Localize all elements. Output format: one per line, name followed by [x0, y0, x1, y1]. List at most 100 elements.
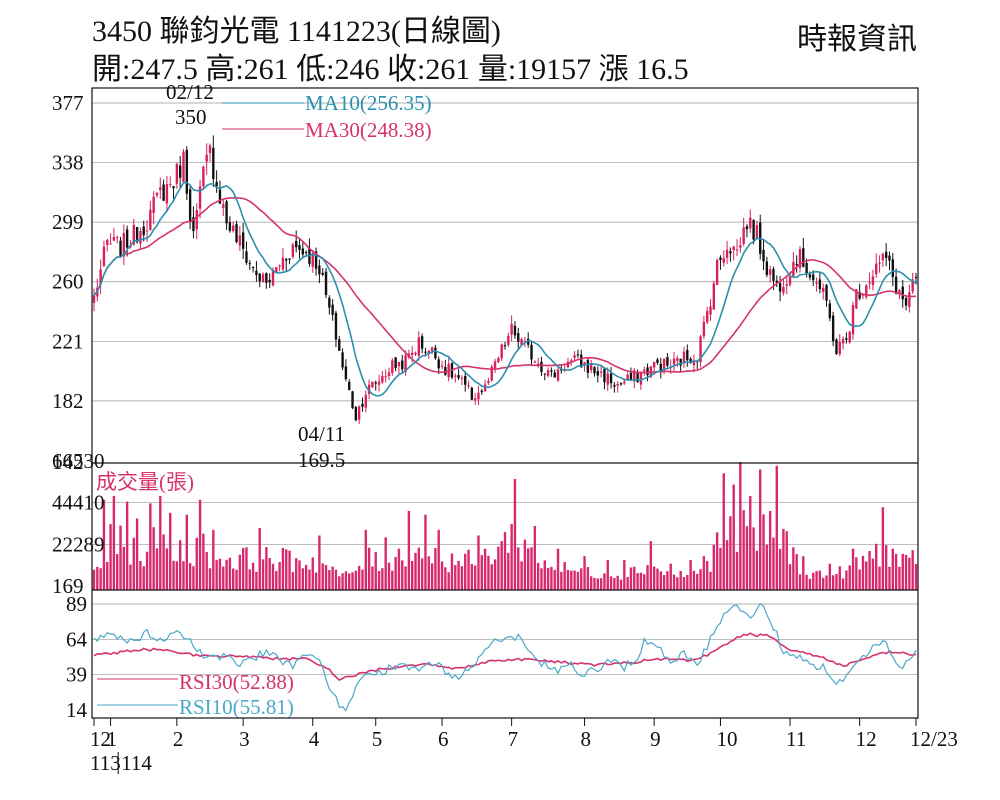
- candle-body: [507, 336, 510, 345]
- candle-body: [732, 246, 735, 251]
- volume-bar: [132, 537, 135, 590]
- candle-body: [338, 339, 341, 351]
- candle-body: [334, 312, 338, 340]
- candle-body: [424, 351, 427, 353]
- volume-bar: [894, 553, 898, 590]
- volume-bar: [818, 570, 822, 590]
- volume-bar: [384, 537, 387, 590]
- volume-bar: [301, 568, 305, 590]
- candle-body: [208, 145, 212, 154]
- ohlc-summary: 開:247.5 高:261 低:246 收:261 量:19157 漲 16.5: [92, 53, 689, 86]
- candle-body: [175, 163, 179, 184]
- volume-bar: [573, 570, 576, 590]
- candle-body: [752, 219, 755, 240]
- volume-bar: [106, 561, 109, 590]
- candle-body: [523, 340, 527, 342]
- volume-bar: [759, 469, 762, 590]
- candle-body: [672, 358, 676, 365]
- volume-bar: [434, 547, 437, 590]
- volume-bar: [606, 559, 609, 590]
- candle-body: [178, 165, 182, 178]
- volume-bar: [845, 570, 848, 590]
- candle-body: [583, 362, 586, 365]
- volume-bar: [749, 495, 752, 590]
- candle-body: [679, 358, 682, 366]
- candle-body: [318, 265, 321, 275]
- candle-body: [228, 222, 232, 231]
- volume-bar: [550, 566, 553, 590]
- volume-bar: [619, 579, 623, 590]
- volume-bar: [914, 563, 918, 590]
- volume-bar: [348, 573, 351, 590]
- candle-body: [802, 248, 805, 267]
- candle-body: [792, 262, 795, 276]
- x-tick-label: 3: [239, 727, 250, 751]
- volume-bar: [109, 524, 112, 590]
- volume-bar: [699, 569, 702, 590]
- volume-bar: [884, 545, 888, 590]
- volume-bar: [324, 565, 328, 590]
- volume-bar: [520, 561, 523, 590]
- volume-bar: [162, 534, 165, 590]
- volume-bar: [855, 557, 858, 590]
- volume-bar: [719, 547, 722, 590]
- volume-bar: [361, 569, 364, 590]
- candle-body: [311, 253, 314, 267]
- candle-body: [149, 209, 152, 230]
- candle-body: [490, 366, 493, 381]
- volume-bar: [523, 539, 527, 590]
- candle-body: [815, 282, 818, 284]
- volume-bar: [308, 569, 311, 590]
- candle-body: [825, 284, 828, 301]
- volume-bar: [785, 531, 788, 590]
- candle-body: [851, 305, 855, 335]
- candle-body: [821, 287, 825, 292]
- ma30-line: [93, 197, 917, 374]
- volume-bar: [513, 478, 517, 590]
- candle-body: [331, 304, 334, 315]
- candle-body: [599, 371, 603, 373]
- x-tick-label: 4: [309, 727, 320, 751]
- candle-body: [384, 376, 387, 378]
- candle-body: [500, 344, 503, 359]
- candle-body: [470, 387, 474, 400]
- volume-bar: [182, 561, 185, 590]
- x-tick-label: 7: [508, 727, 519, 751]
- candle-body: [195, 210, 198, 230]
- volume-bar: [473, 565, 477, 590]
- candle-body: [838, 342, 841, 354]
- volume-bar: [205, 551, 208, 590]
- volume-bar: [291, 572, 295, 590]
- volume-bar: [457, 560, 460, 590]
- candle-body: [288, 258, 291, 260]
- x-tick-label: 10: [716, 727, 737, 751]
- candle-body: [215, 181, 218, 187]
- candle-body: [212, 147, 215, 180]
- volume-bar: [802, 556, 805, 590]
- volume-bar: [609, 576, 613, 590]
- volume-bar: [851, 548, 855, 590]
- volume-bar: [838, 566, 841, 590]
- candle-body: [374, 382, 377, 384]
- volume-bar: [99, 568, 102, 590]
- candle-body: [513, 325, 517, 336]
- candle-body: [735, 249, 739, 251]
- volume-bar: [725, 540, 729, 590]
- volume-bar: [92, 569, 96, 590]
- candle-body: [258, 273, 261, 282]
- candle-body: [135, 227, 139, 242]
- x-tick-label: 9: [650, 727, 661, 751]
- volume-bar: [387, 562, 391, 590]
- volume-bar: [135, 518, 139, 590]
- candle-body: [858, 291, 861, 299]
- volume-bar: [503, 532, 507, 590]
- candle-body: [142, 226, 145, 236]
- volume-bar: [172, 560, 175, 590]
- volume-bar: [394, 556, 397, 590]
- candle-body: [841, 339, 845, 344]
- volume-bar: [175, 561, 179, 590]
- candle-body: [291, 244, 295, 257]
- rsi-y-tick: 14: [66, 698, 88, 722]
- volume-bar: [377, 570, 381, 590]
